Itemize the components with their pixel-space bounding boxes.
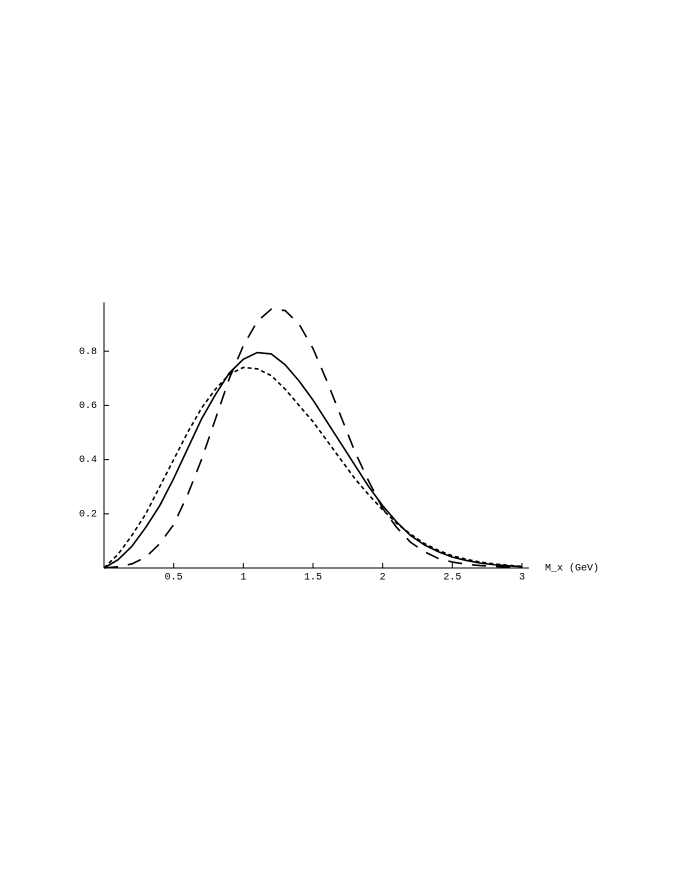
x-tick-label: 2.5 (443, 573, 461, 584)
y-tick-label: 0.2 (79, 509, 97, 520)
x-tick-label: 3 (519, 573, 525, 584)
series-line (103, 308, 523, 569)
x-tick-label: 1.5 (304, 573, 322, 584)
x-tick-label: 1 (240, 573, 246, 584)
y-tick-label: 0.6 (79, 401, 97, 412)
y-tick-label: 0.4 (79, 455, 97, 466)
series-line (103, 366, 523, 569)
y-tick-label: 0.8 (79, 347, 97, 358)
series-line (103, 351, 523, 569)
x-tick-label: 0.5 (165, 573, 183, 584)
x-axis-label: M_x (GeV) (545, 563, 599, 575)
x-tick-label: 2 (380, 573, 386, 584)
